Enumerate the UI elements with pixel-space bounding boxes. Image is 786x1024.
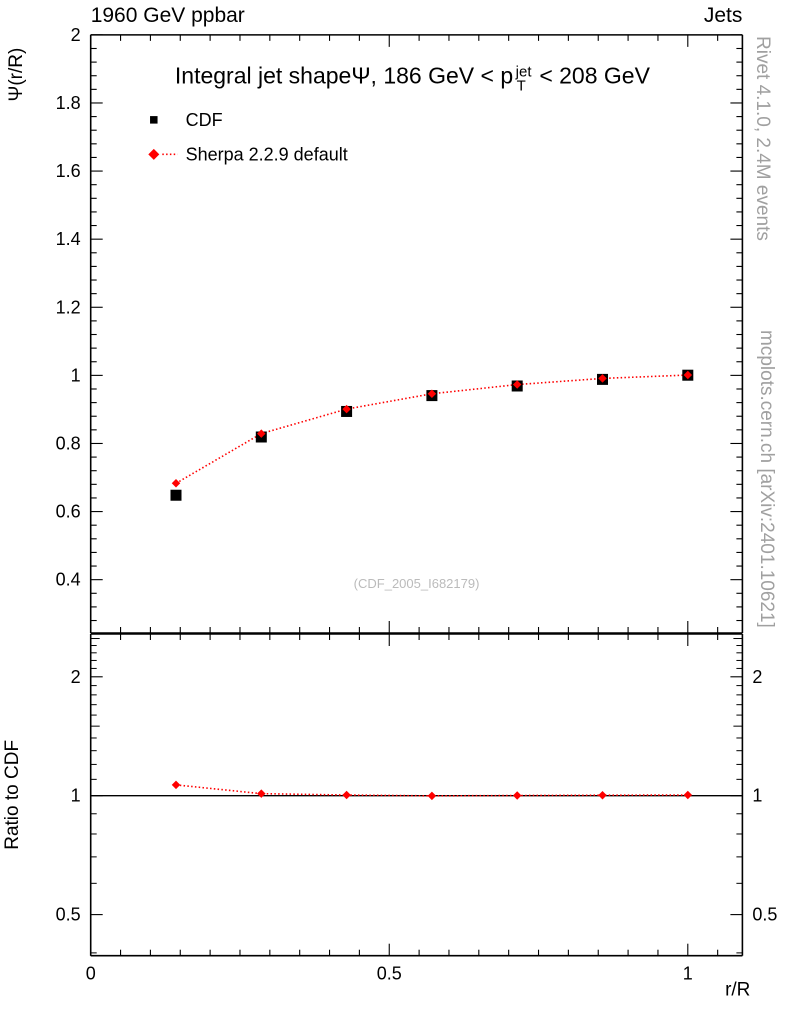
svg-text:2: 2 <box>752 667 762 687</box>
svg-text:0.4: 0.4 <box>56 570 81 590</box>
svg-text:1.8: 1.8 <box>56 93 81 113</box>
svg-text:0.5: 0.5 <box>752 905 777 925</box>
svg-text:1: 1 <box>752 786 762 806</box>
svg-text:1.6: 1.6 <box>56 161 81 181</box>
svg-text:Integral jet shapeΨ, 186 GeV <: Integral jet shapeΨ, 186 GeV < p <box>175 63 513 89</box>
svg-text:Jets: Jets <box>704 4 743 27</box>
svg-text:0: 0 <box>86 964 96 984</box>
svg-text:0.6: 0.6 <box>56 502 81 522</box>
svg-text:1.2: 1.2 <box>56 297 81 317</box>
svg-text:1.4: 1.4 <box>56 229 81 249</box>
svg-text:Ratio to CDF: Ratio to CDF <box>2 740 23 850</box>
svg-text:r/R: r/R <box>725 980 750 1001</box>
svg-text:< 208 GeV: < 208 GeV <box>539 63 650 89</box>
svg-text:T: T <box>517 78 526 95</box>
svg-text:Rivet 4.1.0, 2.4M events: Rivet 4.1.0, 2.4M events <box>752 36 773 241</box>
svg-text:Sherpa 2.2.9 default: Sherpa 2.2.9 default <box>186 144 348 164</box>
svg-text:(CDF_2005_I682179): (CDF_2005_I682179) <box>354 576 480 591</box>
svg-text:mcplots.cern.ch [arXiv:2401.10: mcplots.cern.ch [arXiv:2401.10621] <box>756 330 777 628</box>
svg-text:1960 GeV ppbar: 1960 GeV ppbar <box>91 4 245 27</box>
svg-text:Ψ(r/R): Ψ(r/R) <box>6 48 27 102</box>
svg-text:1: 1 <box>71 786 81 806</box>
svg-text:CDF: CDF <box>186 110 223 130</box>
svg-text:0.5: 0.5 <box>377 964 402 984</box>
svg-text:2: 2 <box>71 667 81 687</box>
svg-text:2: 2 <box>71 25 81 45</box>
svg-text:1: 1 <box>71 365 81 385</box>
svg-text:0.8: 0.8 <box>56 433 81 453</box>
svg-text:1: 1 <box>683 964 693 984</box>
svg-text:0.5: 0.5 <box>56 905 81 925</box>
